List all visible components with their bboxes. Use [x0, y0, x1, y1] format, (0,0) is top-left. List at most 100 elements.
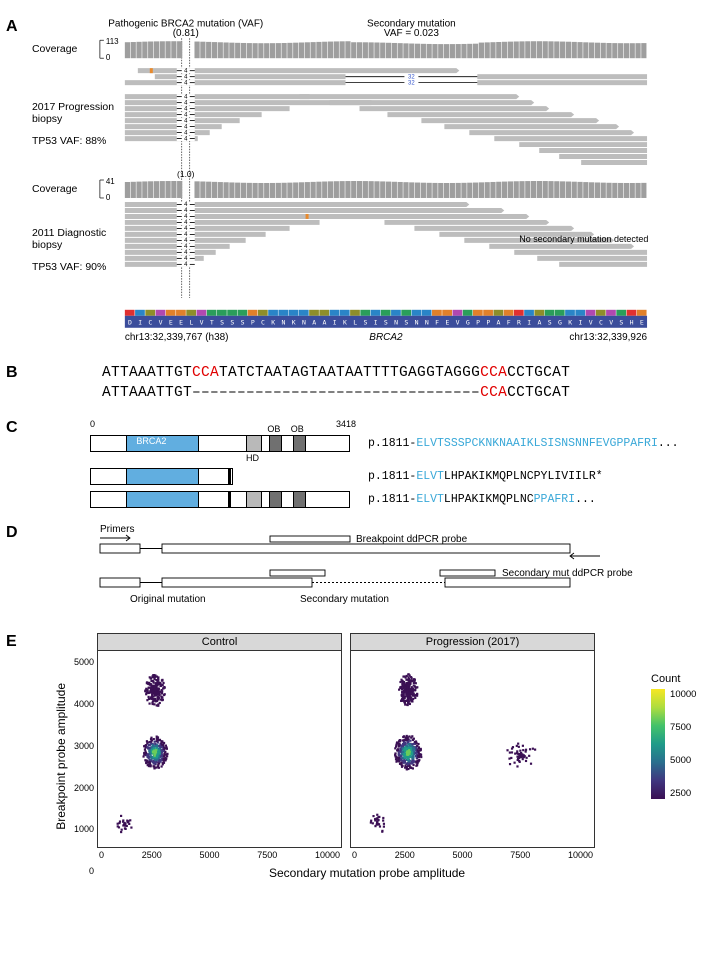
svg-text:K: K [292, 318, 296, 326]
legend-bar [651, 689, 665, 799]
svg-text:N: N [394, 318, 398, 326]
svg-text:No secondary mutation detected: No secondary mutation detected [519, 234, 648, 244]
svg-text:S: S [619, 318, 623, 326]
svg-text:K: K [271, 318, 275, 326]
svg-text:Primers: Primers [100, 524, 134, 535]
svg-text:0: 0 [106, 53, 111, 62]
svg-text:BRCA2: BRCA2 [369, 332, 403, 343]
x-axis-label: Secondary mutation probe amplitude [97, 866, 637, 880]
panel-d-container: Primers Breakpoint ddPCR probe Secondary m… [30, 524, 679, 617]
svg-text:G: G [558, 318, 562, 326]
svg-text:Secondary mutation: Secondary mutation [300, 594, 389, 605]
svg-text:D: D [128, 318, 132, 326]
panel-a: A Pathogenic BRCA2 mutation (VAF)(0.81)S… [30, 18, 679, 348]
svg-text:Coverage: Coverage [32, 44, 78, 55]
svg-text:E: E [179, 318, 183, 326]
panel-e-letter: E [6, 633, 17, 651]
seq-line-2: ATTAAATTGT––––––––––––––––––––––––––––––… [102, 384, 679, 404]
svg-text:I: I [578, 318, 582, 326]
svg-text:chr13:32,339,767 (h38): chr13:32,339,767 (h38) [125, 332, 229, 343]
panel-c-container: 03418BRCA2HDOBOBp.1811-ELVTSSSPCKNKNAAIK… [30, 419, 679, 508]
svg-text:R: R [517, 318, 521, 326]
svg-text:S: S [241, 318, 245, 326]
svg-text:N: N [415, 318, 419, 326]
panel-e: E Breakpoint probe amplitude 50004000300… [30, 633, 679, 880]
svg-text:N: N [302, 318, 306, 326]
svg-text:A: A [497, 318, 501, 326]
svg-text:V: V [589, 318, 593, 326]
svg-text:I: I [138, 318, 142, 326]
panel-d-letter: D [6, 524, 18, 542]
facet-control-plot [98, 654, 341, 847]
seq-line-1: ATTAAATTGTCCATATCTAATAGTAATAATTTTGAGGTAG… [102, 364, 679, 384]
panel-c: C 03418BRCA2HDOBOBp.1811-ELVTSSSPCKNKNAA… [30, 419, 679, 508]
svg-text:I: I [333, 318, 337, 326]
svg-text:biopsy: biopsy [32, 240, 63, 251]
svg-text:A: A [538, 318, 542, 326]
svg-text:S: S [230, 318, 234, 326]
svg-text:K: K [568, 318, 572, 326]
svg-text:F: F [507, 318, 511, 326]
svg-text:2017 Progression: 2017 Progression [32, 102, 114, 113]
svg-text:A: A [312, 318, 316, 326]
svg-text:TP53 VAF: 88%: TP53 VAF: 88% [32, 136, 106, 147]
svg-text:N: N [282, 318, 286, 326]
panel-b-seq: ATTAAATTGTCCATATCTAATAGTAATAATTTTGAGGTAG… [30, 364, 679, 403]
svg-text:Breakpoint ddPCR probe: Breakpoint ddPCR probe [356, 534, 468, 545]
svg-text:V: V [456, 318, 460, 326]
panel-b: B ATTAAATTGTCCATATCTAATAGTAATAATTTTGAGGT… [30, 364, 679, 403]
svg-text:P: P [476, 318, 480, 326]
legend-ticks: 10000750050002500 [670, 689, 696, 799]
svg-text:H: H [630, 318, 634, 326]
legend-title: Count [651, 673, 696, 685]
panel-a-svg: Pathogenic BRCA2 mutation (VAF)(0.81)Sec… [30, 18, 679, 348]
svg-text:I: I [374, 318, 378, 326]
y-ticks: 500040003000200010000 [74, 633, 97, 880]
x-ticks-1: 025005000750010000 [350, 848, 595, 860]
svg-text:113: 113 [106, 37, 119, 46]
panel-d: D PrimersBreakpoint ddPCR probeSecondary… [30, 524, 679, 617]
svg-text:biopsy: biopsy [32, 114, 63, 125]
svg-text:E: E [640, 318, 644, 326]
svg-text:C: C [599, 318, 603, 326]
svg-text:TP53 VAF: 90%: TP53 VAF: 90% [32, 262, 106, 273]
svg-text:2011 Diagnostic: 2011 Diagnostic [32, 228, 106, 239]
svg-text:Original mutation: Original mutation [130, 594, 206, 605]
svg-text:(0.81): (0.81) [173, 28, 199, 39]
svg-text:P: P [486, 318, 490, 326]
x-ticks-0: 025005000750010000 [97, 848, 342, 860]
chart-area: Breakpoint probe amplitude 5000400030002… [52, 633, 679, 880]
svg-text:S: S [363, 318, 367, 326]
facet-row: Control Progression (2017) [97, 633, 637, 848]
svg-text:I: I [527, 318, 531, 326]
svg-text:L: L [189, 318, 193, 326]
svg-text:L: L [353, 318, 357, 326]
svg-text:C: C [148, 318, 152, 326]
svg-text:chr13:32,339,926: chr13:32,339,926 [569, 332, 647, 343]
panel-c-letter: C [6, 419, 18, 437]
svg-text:VAF = 0.023: VAF = 0.023 [384, 28, 439, 39]
svg-text:0: 0 [106, 193, 111, 202]
facet-control: Control [97, 633, 342, 848]
facet-prog-header: Progression (2017) [351, 634, 594, 651]
svg-text:Secondary mut ddPCR probe: Secondary mut ddPCR probe [502, 568, 633, 579]
y-axis-label: Breakpoint probe amplitude [52, 683, 70, 830]
svg-text:32: 32 [408, 80, 415, 86]
svg-text:K: K [343, 318, 347, 326]
svg-text:S: S [404, 318, 408, 326]
panel-a-letter: A [6, 18, 18, 36]
svg-text:V: V [159, 318, 163, 326]
svg-text:E: E [169, 318, 173, 326]
svg-text:S: S [220, 318, 224, 326]
svg-text:41: 41 [106, 177, 115, 186]
svg-text:(1.0): (1.0) [177, 169, 195, 179]
svg-text:C: C [261, 318, 265, 326]
svg-text:N: N [425, 318, 429, 326]
svg-text:E: E [445, 318, 449, 326]
legend: Count 10000750050002500 [651, 673, 696, 880]
svg-text:V: V [200, 318, 204, 326]
svg-text:A: A [323, 318, 327, 326]
svg-text:V: V [609, 318, 613, 326]
svg-text:P: P [251, 318, 255, 326]
panel-b-letter: B [6, 364, 18, 382]
